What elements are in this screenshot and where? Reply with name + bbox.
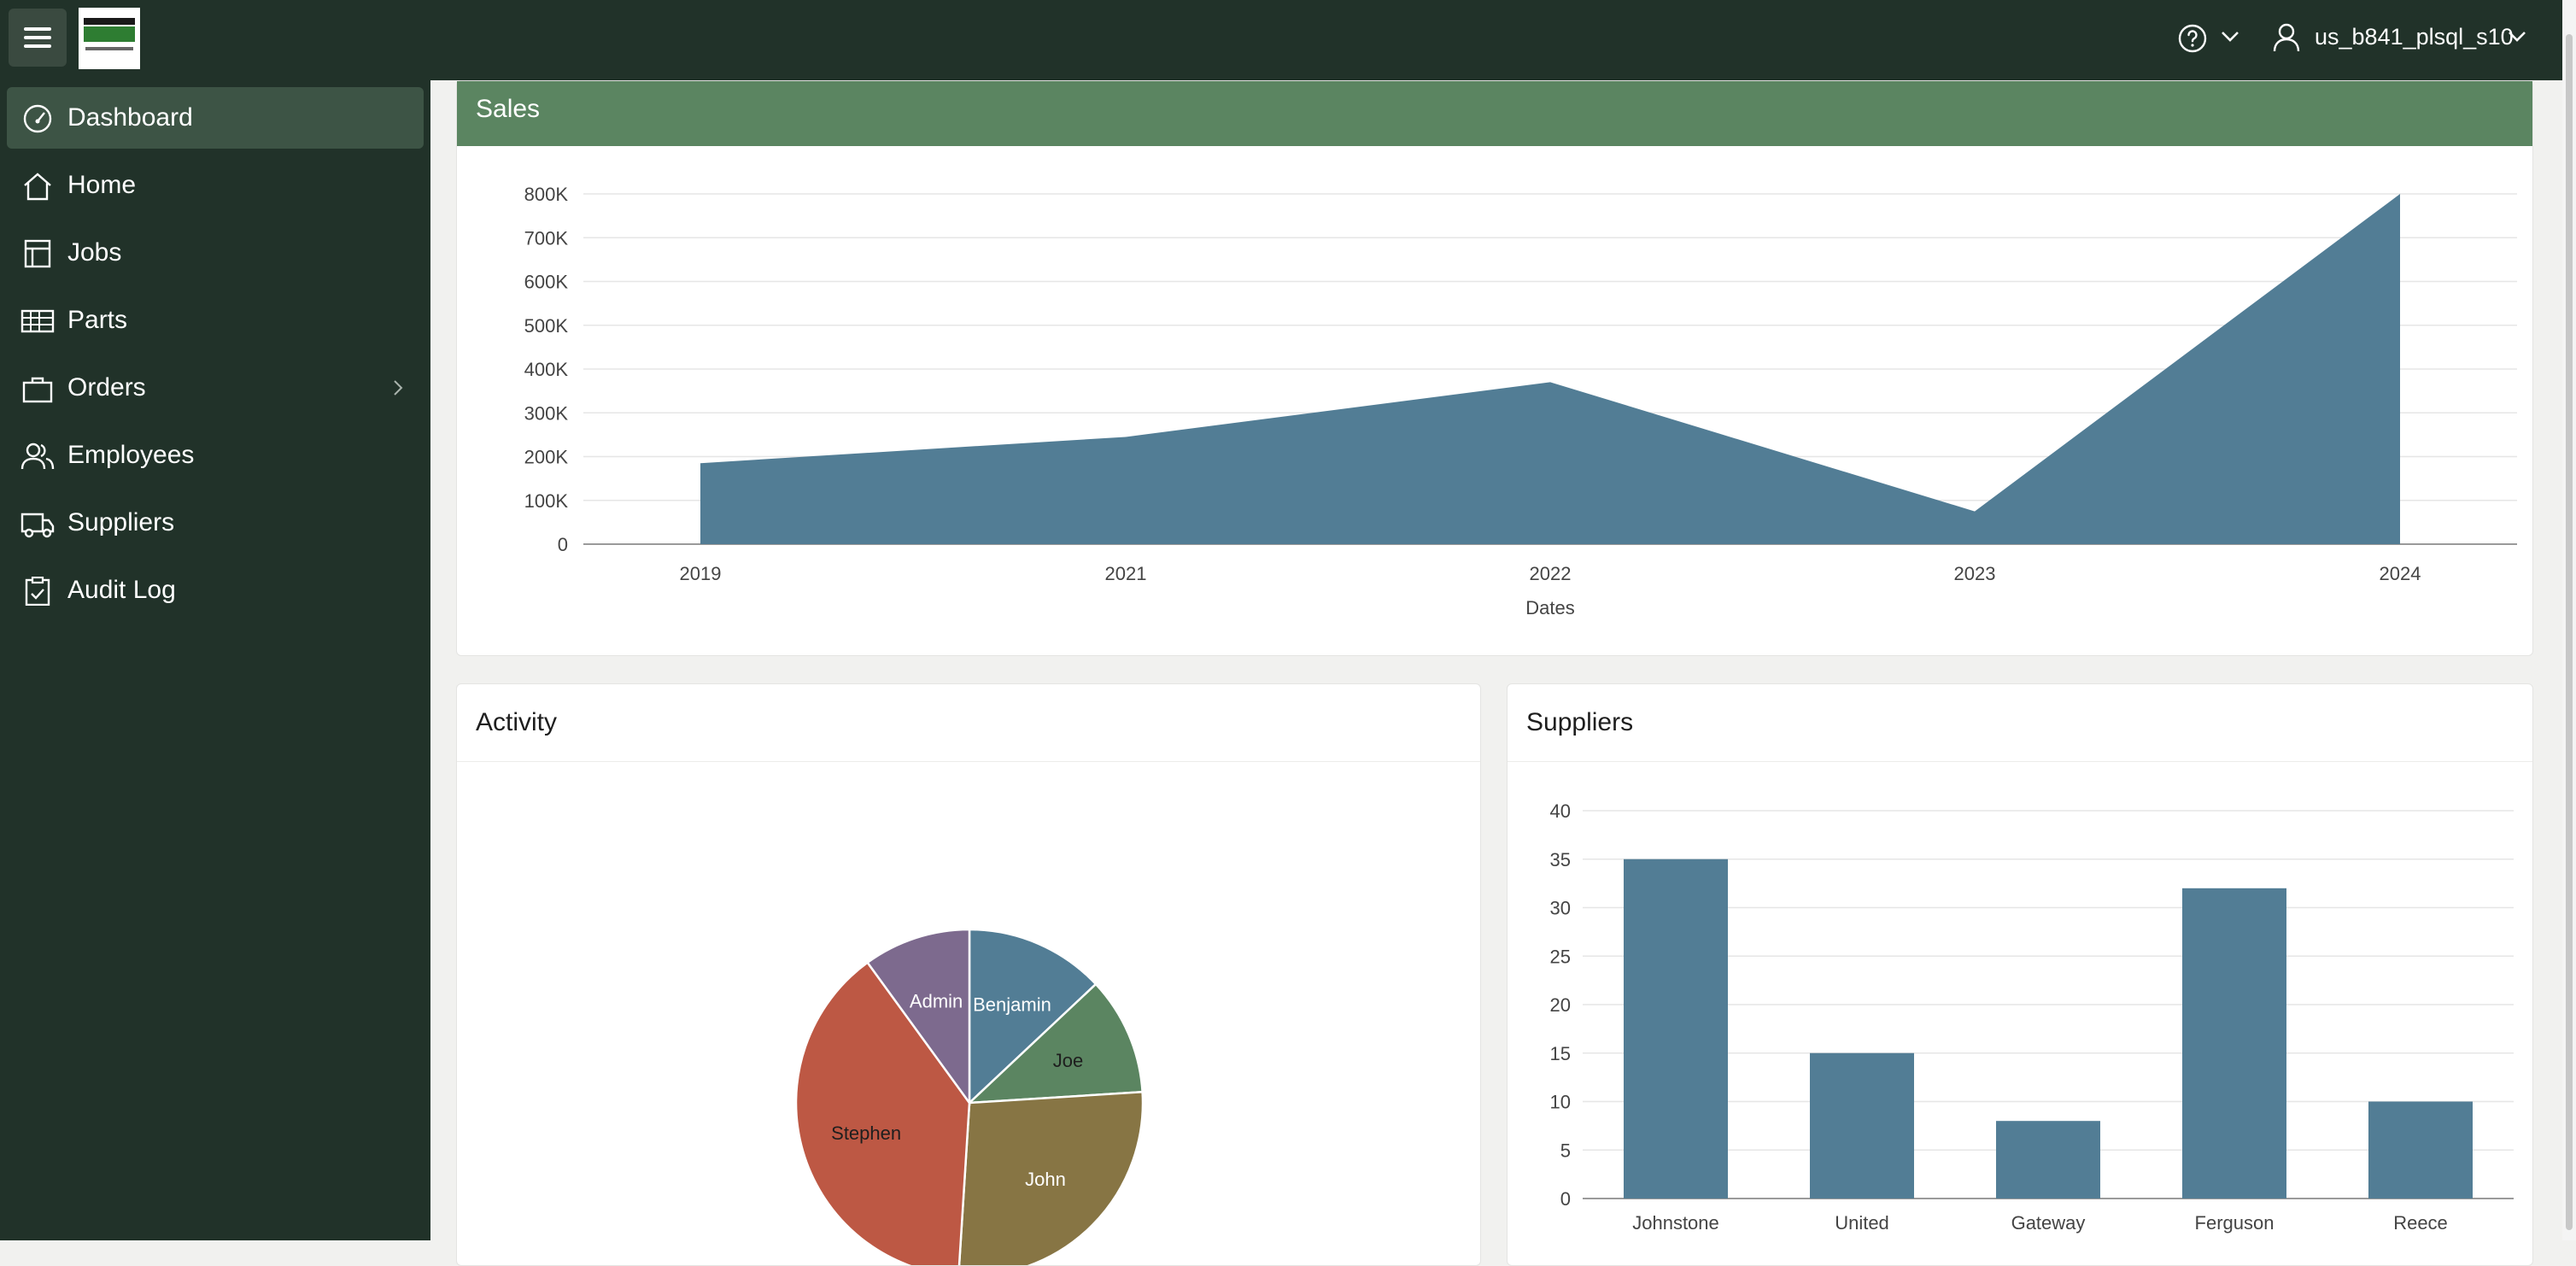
sidebar-item-label: Suppliers	[67, 508, 174, 537]
y-tick-label: 15	[1550, 1043, 1571, 1064]
sidebar-item-jobs[interactable]: Jobs	[7, 222, 424, 284]
menu-toggle-button[interactable]	[9, 9, 67, 67]
bar	[1996, 1121, 2100, 1199]
sidebar-item-label: Orders	[67, 373, 146, 402]
sidebar-item-dashboard[interactable]: Dashboard	[7, 87, 424, 149]
hamburger-icon	[24, 27, 51, 31]
help-icon[interactable]	[2178, 24, 2207, 53]
sidebar-item-employees[interactable]: Employees	[7, 425, 424, 486]
scrollbar-thumb[interactable]	[2566, 34, 2573, 1230]
x-axis-title: Dates	[1525, 597, 1574, 618]
sidebar-item-audit-log[interactable]: Audit Log	[7, 560, 424, 621]
x-tick-label: 2021	[1105, 563, 1147, 584]
table-icon	[20, 307, 55, 336]
x-tick-label: Johnstone	[1632, 1212, 1719, 1234]
jobs-icon	[20, 239, 55, 268]
x-tick-label: United	[1835, 1212, 1889, 1234]
sidebar-item-parts[interactable]: Parts	[7, 290, 424, 351]
clipboard-icon	[20, 577, 55, 606]
y-tick-label: 0	[558, 534, 568, 555]
y-tick-label: 20	[1550, 994, 1571, 1016]
chevron-right-icon[interactable]	[393, 379, 403, 396]
suppliers-bar-chart: 0 5 10 15 20 25 30 35 40 Johnstone United Gateway Fe…	[1508, 684, 2532, 1265]
pie-slice-label: Joe	[1053, 1050, 1083, 1071]
dashboard-icon	[20, 104, 55, 133]
sidebar-item-label: Jobs	[67, 238, 121, 267]
bar	[2182, 888, 2286, 1199]
x-tick-label: 2022	[1530, 563, 1572, 584]
bar	[2368, 1102, 2473, 1199]
y-tick-label: 5	[1560, 1140, 1571, 1161]
x-tick-label: Reece	[2393, 1212, 2448, 1234]
y-tick-label: 10	[1550, 1092, 1571, 1113]
sidebar-item-orders[interactable]: Orders	[7, 357, 424, 419]
chevron-down-icon[interactable]	[2508, 31, 2526, 43]
x-tick-label: 2019	[680, 563, 722, 584]
sidebar-item-home[interactable]: Home	[7, 155, 424, 216]
home-icon	[20, 172, 55, 201]
pie-slice-label: Stephen	[831, 1122, 901, 1144]
sidebar-item-label: Dashboard	[67, 103, 193, 132]
bar	[1624, 859, 1728, 1199]
y-tick-label: 700K	[524, 227, 569, 249]
pie-slice-label: Benjamin	[973, 993, 1051, 1015]
bag-icon	[20, 374, 55, 403]
sidebar-item-label: Home	[67, 171, 136, 200]
sidebar-item-label: Employees	[67, 441, 194, 470]
top-navigation-bar: us_b841_plsql_s10	[0, 0, 2576, 80]
x-tick-label: 2023	[1954, 563, 1996, 584]
y-tick-label: 0	[1560, 1188, 1571, 1210]
sidebar-item-label: Parts	[67, 306, 127, 335]
activity-pie-chart: Benjamin Joe John Stephen Admin	[457, 684, 1480, 1265]
y-tick-label: 600K	[524, 272, 569, 293]
y-tick-label: 300K	[524, 402, 569, 424]
y-tick-label: 30	[1550, 898, 1571, 919]
username-label[interactable]: us_b841_plsql_s10	[2315, 24, 2514, 50]
people-icon	[20, 442, 55, 471]
pie-slice-label: Admin	[910, 990, 963, 1011]
pie-slice-label: John	[1025, 1169, 1066, 1190]
sidebar: Dashboard Home Jobs Parts Orders	[0, 80, 430, 1240]
x-tick-label: Ferguson	[2195, 1212, 2274, 1234]
y-tick-label: 25	[1550, 946, 1571, 967]
x-tick-label: 2024	[2380, 563, 2421, 584]
x-tick-label: Gateway	[2011, 1212, 2086, 1234]
sidebar-item-label: Audit Log	[67, 576, 176, 605]
sales-area-chart: 0 100K 200K 300K 400K 500K 600K 700K 800K 2019 202…	[457, 81, 2532, 655]
truck-icon	[20, 509, 55, 538]
y-tick-label: 40	[1550, 800, 1571, 822]
y-tick-label: 200K	[524, 447, 569, 468]
bar	[1810, 1053, 1914, 1199]
chevron-down-icon[interactable]	[2221, 31, 2239, 43]
y-tick-label: 400K	[524, 359, 569, 380]
app-logo[interactable]	[79, 8, 140, 69]
y-tick-label: 800K	[524, 184, 569, 205]
user-icon[interactable]	[2272, 22, 2301, 53]
y-tick-label: 500K	[524, 315, 569, 337]
y-tick-label: 35	[1550, 849, 1571, 870]
y-tick-label: 100K	[524, 490, 569, 512]
sidebar-item-suppliers[interactable]: Suppliers	[7, 492, 424, 554]
